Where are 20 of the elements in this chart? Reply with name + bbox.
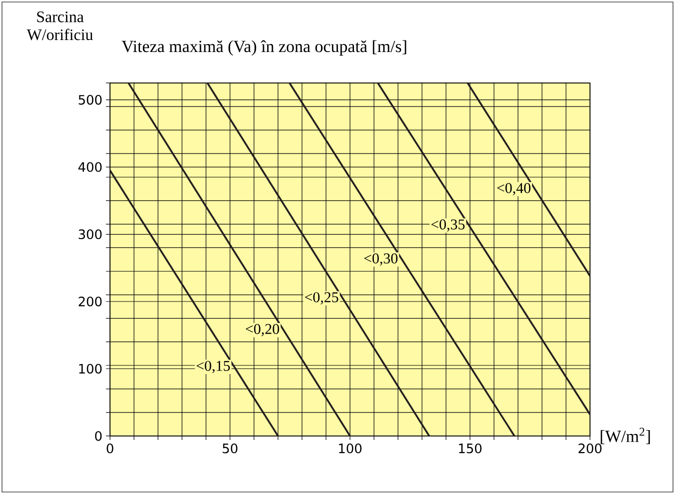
y-tick-label: 200 bbox=[78, 296, 102, 306]
series-label: <0,40 bbox=[497, 183, 530, 196]
x-tick-label: 200 bbox=[578, 444, 602, 454]
x-tick-label: 50 bbox=[222, 444, 238, 454]
series-label: <0,35 bbox=[431, 219, 465, 232]
x-tick-label: 150 bbox=[459, 444, 482, 454]
x-axis-title: [W/m$^{2}$] bbox=[600, 428, 650, 444]
x-tick-label: 100 bbox=[339, 444, 362, 454]
series-label: <0,15 bbox=[196, 360, 230, 374]
series-label: <0,30 bbox=[364, 253, 398, 266]
y-tick-label: 0 bbox=[95, 431, 102, 441]
y-tick-label: 300 bbox=[78, 229, 102, 240]
x-tick-label: 0 bbox=[106, 444, 114, 454]
y-axis-title: Sarcina W/orificiu bbox=[26, 12, 93, 40]
y-tick-label: 100 bbox=[79, 364, 102, 374]
series-label: <0,20 bbox=[246, 324, 280, 336]
chart-title: Viteza maximă (Va) în zona ocupată [m/s] bbox=[122, 40, 406, 56]
series-label: <0,25 bbox=[304, 292, 338, 304]
y-tick-label: 400 bbox=[78, 162, 102, 172]
y-tick-label: 500 bbox=[78, 94, 102, 105]
